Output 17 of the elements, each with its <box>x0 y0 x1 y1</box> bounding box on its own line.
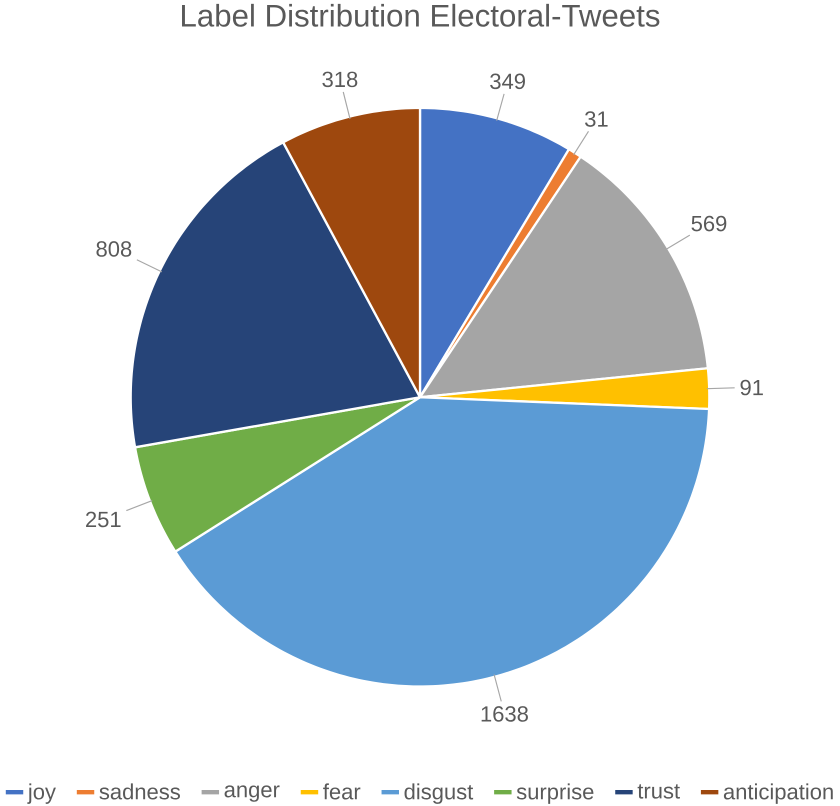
legend-label: joy <box>27 784 56 804</box>
legend-label: anticipation <box>724 784 833 804</box>
data-label: 31 <box>585 111 608 127</box>
legend-label: fear <box>323 784 360 800</box>
chart-title: Label Distribution Electoral-Tweets <box>182 4 660 27</box>
data-label: 91 <box>740 380 763 396</box>
legend-label: disgust <box>404 784 474 804</box>
data-label: 569 <box>692 216 726 232</box>
data-label: 808 <box>96 241 132 257</box>
data-label: 349 <box>490 74 525 90</box>
data-label: 251 <box>86 512 121 528</box>
legend-label: sadness <box>99 784 180 800</box>
legend-label: surprise <box>516 784 594 804</box>
data-label: 318 <box>322 72 358 88</box>
legend-label: anger <box>224 786 280 802</box>
legend-label: trust <box>638 784 680 799</box>
data-label: 1638 <box>482 706 528 722</box>
